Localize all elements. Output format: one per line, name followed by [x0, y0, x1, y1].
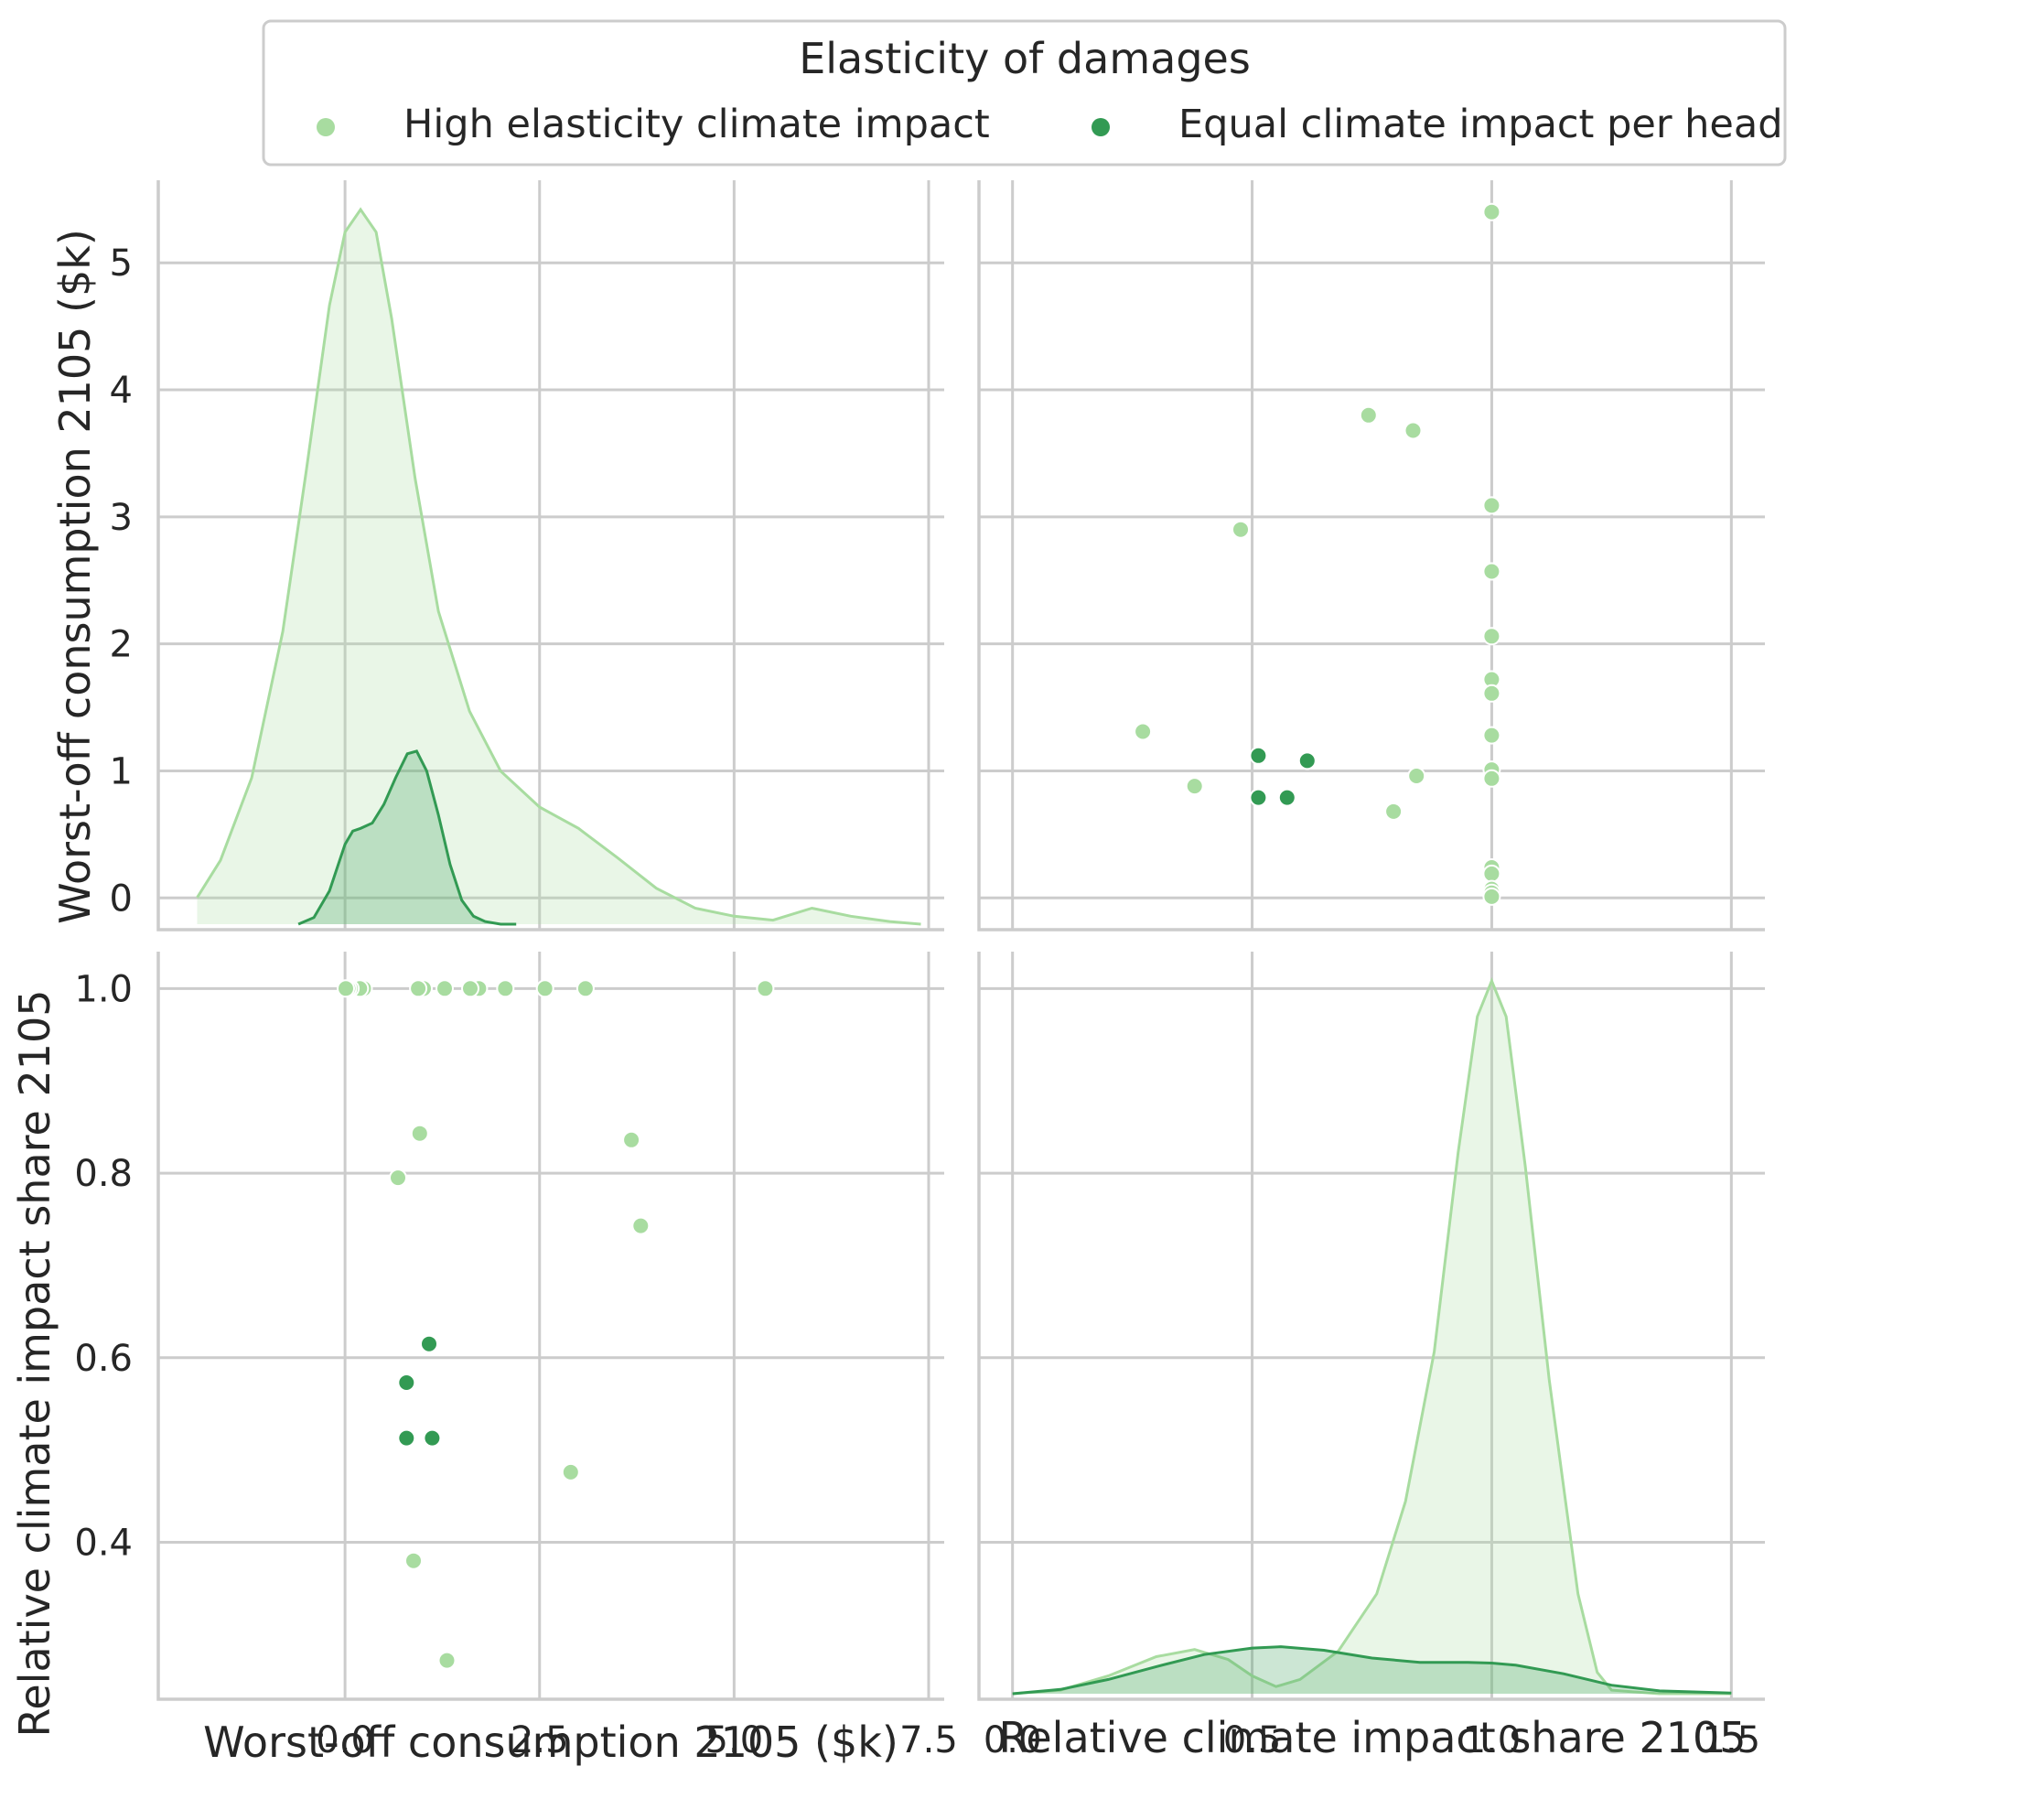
x-tick-label: 5.0	[705, 1719, 764, 1761]
scatter-point-series-0	[409, 979, 428, 998]
scatter-point-series-0	[437, 1651, 457, 1670]
scatter-point-series-0	[1482, 887, 1501, 906]
scatter-point-series-0	[410, 1124, 429, 1143]
y-tick-label: 1.0	[74, 968, 133, 1010]
kde-line-series-0	[1012, 976, 1732, 1696]
scatter-point-series-0	[461, 979, 479, 998]
scatter-point-series-0	[1482, 202, 1501, 221]
scatter-point-series-1	[1297, 751, 1317, 770]
scatter-point-series-0	[575, 979, 595, 998]
axes-spine	[977, 952, 1765, 1701]
scatter-point-series-0	[1185, 777, 1204, 796]
y-tick-label: 5	[110, 242, 133, 285]
x-axis-label-consumption: Worst-off consumption 2105 ($k)	[203, 1718, 898, 1767]
scatter-point-series-0	[1482, 496, 1501, 515]
x-tick-label: 0.0	[316, 1719, 374, 1761]
x-tick-label: 2.5	[511, 1719, 569, 1761]
legend-marker-high-elasticity	[317, 118, 335, 136]
kde-line-series-1	[297, 749, 517, 926]
scatter-point-series-0	[631, 1216, 651, 1235]
axes-spine	[156, 180, 944, 932]
panel-r0-c1	[977, 180, 1765, 932]
scatter-point-series-0	[756, 979, 775, 998]
x-axis-label-share: Relative climate impact share 2105	[998, 1713, 1746, 1762]
scatter-point-series-0	[1482, 769, 1501, 788]
scatter-point-series-1	[420, 1334, 438, 1353]
scatter-point-series-1	[1249, 788, 1268, 807]
scatter-point-series-0	[1359, 405, 1378, 425]
scatter-point-series-1	[397, 1373, 416, 1392]
scatter-point-series-0	[1384, 802, 1404, 821]
y-tick-label: 0.4	[74, 1523, 133, 1565]
legend-label-high-elasticity: High elasticity climate impact	[403, 102, 990, 147]
legend-marker-equal-impact	[1092, 118, 1110, 136]
scatter-point-series-0	[1404, 421, 1423, 440]
scatter-point-series-0	[1482, 726, 1501, 745]
y-tick-label: 0.6	[74, 1338, 133, 1380]
scatter-point-series-0	[436, 979, 454, 998]
scatter-point-series-0	[389, 1168, 407, 1188]
y-tick-label: 1	[110, 750, 133, 792]
y-axis-label-share: Relative climate impact share 2105	[10, 989, 59, 1737]
x-tick-label: 7.5	[899, 1719, 958, 1761]
scatter-point-series-0	[535, 979, 554, 998]
kde-fill-series-1	[298, 750, 517, 924]
x-tick-label: 0.0	[984, 1719, 1042, 1761]
scatter-point-series-1	[1277, 788, 1296, 807]
scatter-point-series-0	[1482, 864, 1501, 883]
legend-frame	[262, 19, 1787, 167]
scatter-point-series-0	[561, 1462, 580, 1481]
legend-title: Elasticity of damages	[799, 34, 1251, 83]
scatter-point-series-0	[1482, 562, 1501, 581]
legend: Elasticity of damages High elasticity cl…	[262, 19, 1787, 167]
scatter-point-series-1	[1249, 746, 1268, 765]
scatter-point-series-0	[337, 979, 355, 998]
scatter-point-series-0	[1407, 767, 1426, 785]
scatter-point-series-0	[1482, 684, 1501, 703]
scatter-point-series-0	[622, 1130, 641, 1149]
axes-spine	[977, 180, 1765, 932]
x-tick-label: 1.5	[1703, 1719, 1761, 1761]
y-tick-label: 2	[110, 624, 133, 666]
axes-spine	[156, 952, 944, 1701]
kde-line-series-1	[1012, 1645, 1732, 1696]
kde-fill-series-0	[1012, 981, 1732, 1694]
scatter-point-series-0	[1482, 627, 1501, 646]
panel-r1-c0: 0.0 2.5 5.0 7.5 0.4 0.6 0.8 1.0	[74, 952, 958, 1761]
kde-line-series-0	[196, 207, 921, 926]
panel-r0-c0: 0 1 2 3 4 5	[110, 180, 944, 932]
y-tick-label: 0	[110, 878, 133, 920]
scatter-point-series-0	[1231, 520, 1250, 539]
scatter-point-series-1	[397, 1428, 416, 1448]
scatter-point-series-0	[404, 1551, 423, 1570]
y-tick-label: 0.8	[74, 1153, 133, 1195]
legend-label-equal-impact: Equal climate impact per head	[1178, 102, 1783, 147]
scatter-point-series-0	[1134, 722, 1153, 741]
y-tick-label: 4	[110, 370, 133, 412]
y-tick-label: 3	[110, 497, 133, 539]
y-axis-label-consumption: Worst-off consumption 2105 ($k)	[50, 229, 100, 924]
panel-r1-c1: 0.0 0.5 1.0 1.5	[977, 952, 1765, 1761]
x-tick-label: 1.0	[1463, 1719, 1522, 1761]
scatter-point-series-1	[423, 1428, 442, 1448]
scatter-point-series-0	[496, 979, 515, 998]
x-tick-label: 0.5	[1223, 1719, 1282, 1761]
kde-fill-series-0	[197, 210, 921, 924]
